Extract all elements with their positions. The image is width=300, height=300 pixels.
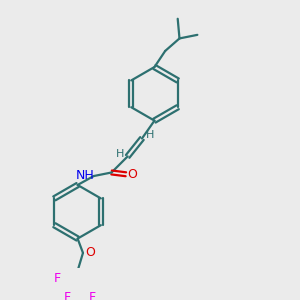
Text: H: H — [146, 130, 154, 140]
Text: H: H — [116, 149, 124, 159]
Text: O: O — [127, 168, 137, 181]
Text: F: F — [53, 272, 61, 285]
Text: NH: NH — [75, 169, 94, 182]
Text: F: F — [88, 291, 95, 300]
Text: O: O — [85, 245, 95, 259]
Text: F: F — [63, 291, 70, 300]
